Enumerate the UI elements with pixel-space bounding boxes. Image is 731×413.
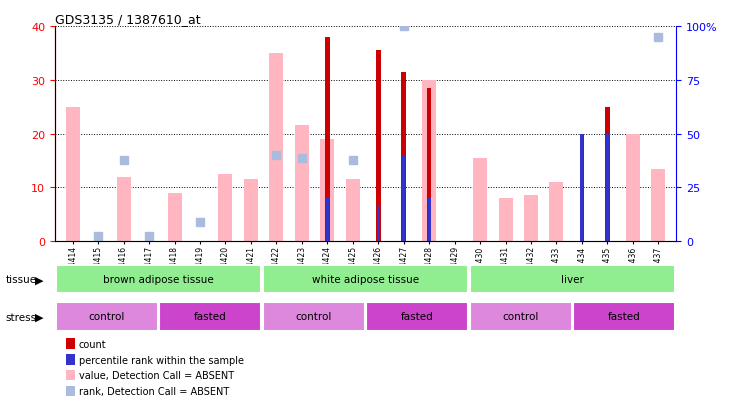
Bar bbox=[376, 51, 381, 242]
Bar bbox=[427, 88, 431, 242]
Bar bbox=[606, 134, 609, 242]
Text: value, Detection Call = ABSENT: value, Detection Call = ABSENT bbox=[79, 370, 234, 380]
Bar bbox=[580, 134, 583, 242]
Text: fasted: fasted bbox=[608, 311, 641, 321]
Text: stress: stress bbox=[6, 312, 37, 322]
Bar bbox=[262, 302, 365, 331]
Bar bbox=[470, 302, 572, 331]
Bar bbox=[626, 134, 640, 242]
Bar bbox=[573, 302, 675, 331]
Bar bbox=[524, 196, 538, 242]
Text: GDS3135 / 1387610_at: GDS3135 / 1387610_at bbox=[55, 13, 200, 26]
Text: count: count bbox=[79, 339, 107, 349]
Text: rank, Detection Call = ABSENT: rank, Detection Call = ABSENT bbox=[79, 386, 230, 396]
Bar bbox=[366, 302, 469, 331]
Bar bbox=[167, 193, 181, 242]
Bar bbox=[651, 169, 665, 242]
Text: tissue: tissue bbox=[6, 275, 37, 285]
Text: ▶: ▶ bbox=[35, 312, 44, 322]
Bar bbox=[262, 265, 469, 294]
Text: control: control bbox=[503, 311, 539, 321]
Bar bbox=[159, 302, 261, 331]
Text: fasted: fasted bbox=[194, 311, 227, 321]
Text: liver: liver bbox=[561, 274, 584, 284]
Bar bbox=[402, 156, 405, 242]
Text: percentile rank within the sample: percentile rank within the sample bbox=[79, 355, 244, 365]
Bar bbox=[423, 81, 436, 242]
Bar bbox=[470, 265, 675, 294]
Bar bbox=[605, 107, 610, 242]
Bar bbox=[56, 302, 158, 331]
Bar bbox=[401, 73, 406, 242]
Bar bbox=[499, 199, 512, 242]
Bar bbox=[295, 126, 308, 242]
Bar bbox=[376, 205, 380, 242]
Bar bbox=[66, 107, 80, 242]
Bar bbox=[219, 174, 232, 242]
Bar bbox=[428, 199, 431, 242]
Bar bbox=[346, 180, 360, 242]
Bar bbox=[326, 199, 329, 242]
Bar bbox=[269, 54, 284, 242]
Bar bbox=[473, 158, 487, 242]
Text: white adipose tissue: white adipose tissue bbox=[312, 274, 419, 284]
Text: control: control bbox=[295, 311, 332, 321]
Bar bbox=[244, 180, 258, 242]
Bar bbox=[325, 38, 330, 242]
Bar bbox=[116, 177, 131, 242]
Text: ▶: ▶ bbox=[35, 275, 44, 285]
Bar bbox=[550, 183, 564, 242]
Text: fasted: fasted bbox=[401, 311, 433, 321]
Bar bbox=[320, 140, 334, 242]
Bar bbox=[580, 134, 584, 242]
Bar bbox=[56, 265, 261, 294]
Text: brown adipose tissue: brown adipose tissue bbox=[103, 274, 213, 284]
Text: control: control bbox=[88, 311, 125, 321]
